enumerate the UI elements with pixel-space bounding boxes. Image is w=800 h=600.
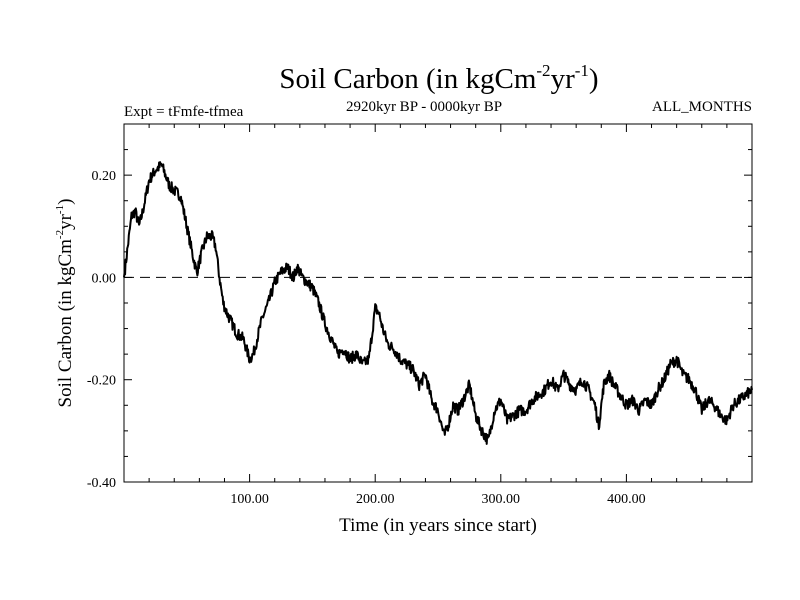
y-axis-label: Soil Carbon (in kgCm-2yr-1)	[54, 199, 76, 408]
y-tick-label: -0.20	[87, 374, 116, 389]
y-tick-label: 0.20	[92, 169, 117, 184]
x-tick-label: 400.00	[607, 492, 646, 507]
chart-title: Soil Carbon (in kgCm-2yr-1)	[279, 61, 598, 95]
x-tick-label: 100.00	[230, 492, 269, 507]
y-tick-label: 0.00	[92, 271, 117, 286]
x-axis-ticks: 100.00 200.00 300.00 400.00	[230, 124, 646, 507]
minor-ticks	[124, 123, 752, 482]
y-tick-label: -0.40	[87, 476, 116, 491]
x-tick-label: 300.00	[482, 492, 521, 507]
months-label: ALL_MONTHS	[652, 99, 752, 115]
x-tick-label: 200.00	[356, 492, 395, 507]
series-line-soil-carbon	[123, 161, 753, 445]
y-axis-ticks: -0.40 -0.20 0.00 0.20	[87, 169, 752, 491]
plot-frame	[123, 123, 753, 483]
period-label: 2920kyr BP - 0000kyr BP	[346, 99, 502, 115]
x-axis-label: Time (in years since start)	[339, 515, 537, 536]
expt-label: Expt = tFmfe-tfmea	[124, 104, 244, 120]
